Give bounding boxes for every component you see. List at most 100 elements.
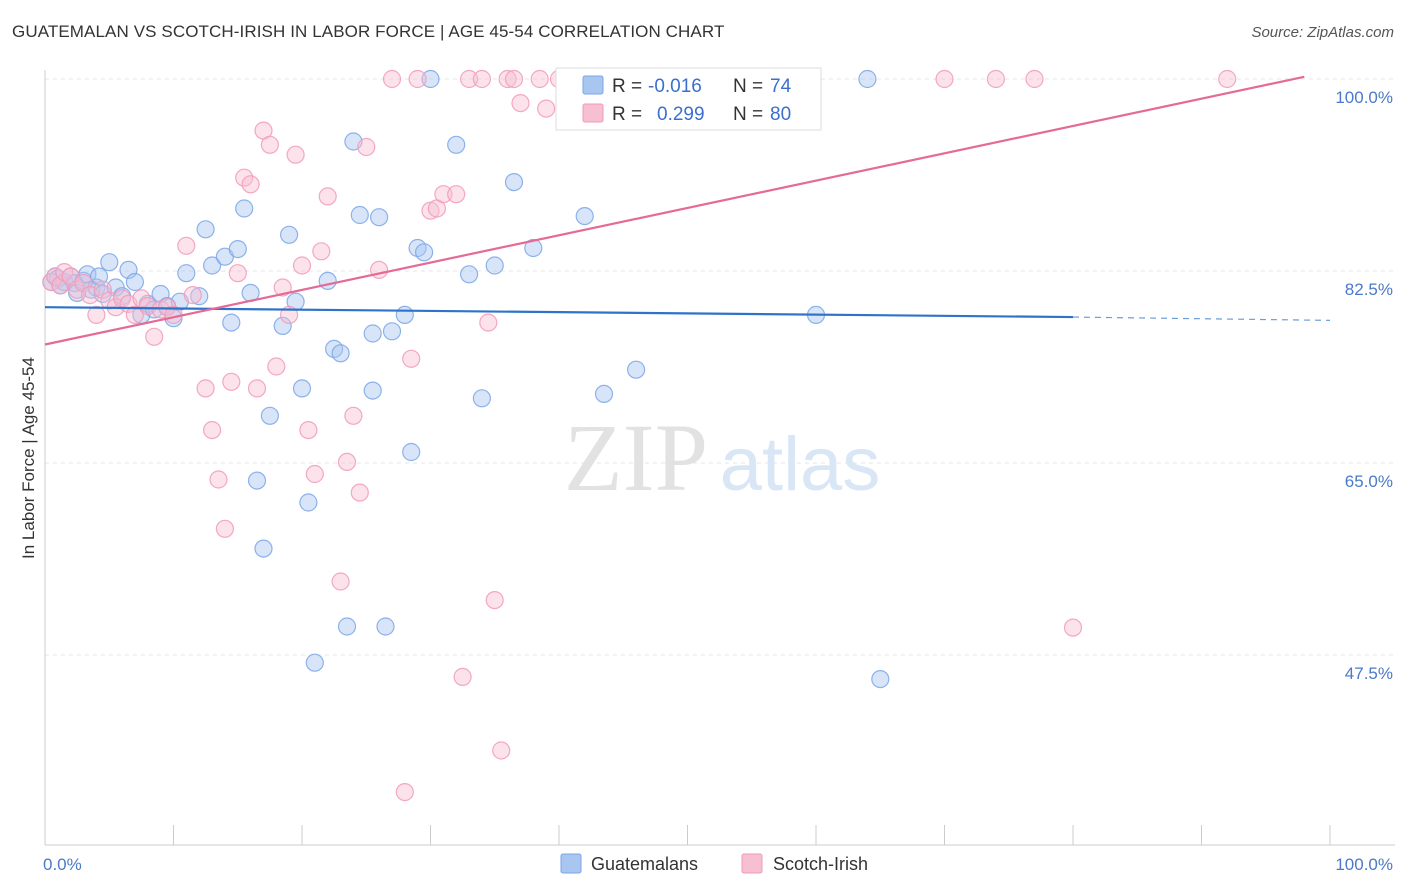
point-scotch-irish-21 <box>177 236 196 255</box>
point-scotch-irish-76 <box>986 69 1006 89</box>
point-guatemalans-37 <box>260 406 279 425</box>
trend-line-scotch-irish <box>44 75 1305 346</box>
point-guatemalans-71 <box>858 69 877 89</box>
y-axis-label: In Labor Force | Age 45-54 <box>19 357 38 559</box>
point-scotch-irish-25 <box>209 470 228 489</box>
legend: R = -0.016 N = 74 R = 0.299 N = 80 <box>555 67 822 131</box>
point-guatemalans-67 <box>594 384 614 403</box>
point-scotch-irish-43 <box>331 572 350 591</box>
point-guatemalans-49 <box>350 205 369 225</box>
point-guatemalans-62 <box>472 389 491 408</box>
point-scotch-irish-52 <box>408 69 427 89</box>
series-swatch-guatemalans <box>560 853 582 874</box>
point-scotch-irish-49 <box>382 69 402 89</box>
x-tick-labels: 0.0% 100.0% <box>43 855 1393 874</box>
point-scotch-irish-58 <box>460 69 479 89</box>
point-guatemalans-35 <box>247 471 267 490</box>
y-tick-label-0: 47.5% <box>1345 664 1393 683</box>
point-guatemalans-38 <box>273 316 292 335</box>
point-scotch-irish-1 <box>46 267 65 286</box>
point-guatemalans-66 <box>575 207 594 226</box>
point-scotch-irish-28 <box>228 264 247 283</box>
point-scotch-irish-17 <box>145 327 164 346</box>
grid-lines <box>45 78 1395 656</box>
point-scotch-irish-78 <box>1063 618 1083 637</box>
point-scotch-irish-41 <box>312 242 331 261</box>
point-guatemalans-50 <box>363 324 382 343</box>
point-guatemalans-28 <box>196 220 215 239</box>
point-scotch-irish-45 <box>344 406 363 425</box>
point-scotch-irish-56 <box>447 185 466 204</box>
legend-r-label-2: R = <box>612 104 642 125</box>
legend-swatch-guatemalans <box>582 75 604 95</box>
point-guatemalans-32 <box>228 240 247 259</box>
point-scotch-irish-59 <box>472 69 491 89</box>
y-tick-label-1: 65.0% <box>1345 472 1393 491</box>
point-scotch-irish-46 <box>350 483 369 502</box>
point-scotch-irish-29 <box>235 168 254 187</box>
point-guatemalans-44 <box>318 271 337 290</box>
point-scotch-irish-64 <box>504 69 524 89</box>
point-scotch-irish-65 <box>511 93 530 113</box>
series-swatch-scotch-irish <box>741 853 763 874</box>
point-scotch-irish-77 <box>1025 69 1044 89</box>
point-guatemalans-39 <box>280 225 299 244</box>
point-scotch-irish-9 <box>93 280 112 299</box>
point-scotch-irish-26 <box>215 519 234 538</box>
point-scotch-irish-14 <box>125 305 144 324</box>
point-scotch-irish-30 <box>241 175 260 194</box>
x-tick-label-0: 0.0% <box>43 855 82 874</box>
point-scotch-irish-23 <box>196 379 215 398</box>
trend-lines <box>44 75 1331 346</box>
point-scotch-irish-79 <box>1218 69 1237 89</box>
point-guatemalans-55 <box>395 305 414 324</box>
point-scotch-irish-44 <box>337 452 357 471</box>
point-scotch-irish-24 <box>203 421 222 440</box>
y-tick-labels: 47.5% 65.0% 82.5% 100.0% <box>1335 88 1393 683</box>
point-scotch-irish-22 <box>183 286 202 305</box>
point-guatemalans-58 <box>415 243 434 262</box>
legend-r-value-1: -0.016 <box>648 76 702 97</box>
point-scotch-irish-61 <box>485 590 504 610</box>
chart-title: GUATEMALAN VS SCOTCH-IRISH IN LABOR FORC… <box>12 22 725 41</box>
point-guatemalans-52 <box>370 208 389 227</box>
point-guatemalans-51 <box>363 381 382 400</box>
point-guatemalans-56 <box>402 442 421 462</box>
point-scotch-irish-51 <box>402 349 421 368</box>
y-tick-label-2: 82.5% <box>1345 280 1393 299</box>
legend-n-label-2: N = <box>733 104 763 125</box>
point-guatemalans-43 <box>305 653 324 672</box>
point-guatemalans-31 <box>222 313 241 332</box>
watermark-atlas: atlas <box>720 422 881 507</box>
point-scotch-irish-42 <box>318 187 337 206</box>
point-scotch-irish-62 <box>492 741 511 760</box>
point-scotch-irish-50 <box>395 782 414 802</box>
point-guatemalans-65 <box>524 238 543 258</box>
point-guatemalans-41 <box>292 379 312 398</box>
point-scotch-irish-66 <box>530 69 549 89</box>
point-guatemalans-46 <box>331 344 350 363</box>
point-scotch-irish-55 <box>434 185 453 204</box>
point-guatemalans-64 <box>504 173 524 192</box>
point-scotch-irish-38 <box>292 256 312 275</box>
point-guatemalans-60 <box>447 135 466 154</box>
y-tick-label-3: 100.0% <box>1335 88 1393 107</box>
point-guatemalans-47 <box>337 617 357 636</box>
point-guatemalans-14 <box>100 253 119 272</box>
series-label-guatemalans: Guatemalans <box>591 854 698 874</box>
point-guatemalans-29 <box>203 256 222 275</box>
series-label-scotch-irish: Scotch-Irish <box>773 854 868 874</box>
point-scotch-irish-67 <box>537 99 556 118</box>
point-guatemalans-26 <box>177 264 196 283</box>
legend-n-label-1: N = <box>733 76 763 97</box>
point-guatemalans-63 <box>485 256 504 275</box>
point-guatemalans-33 <box>235 199 254 218</box>
legend-n-value-2: 80 <box>770 104 791 125</box>
series-legend: Guatemalans Scotch-Irish <box>560 853 868 874</box>
point-scotch-irish-27 <box>222 372 241 391</box>
point-guatemalans-61 <box>460 265 479 284</box>
point-guatemalans-27 <box>190 287 209 306</box>
watermark-zip: ZIP <box>564 404 708 511</box>
point-guatemalans-54 <box>382 322 402 341</box>
